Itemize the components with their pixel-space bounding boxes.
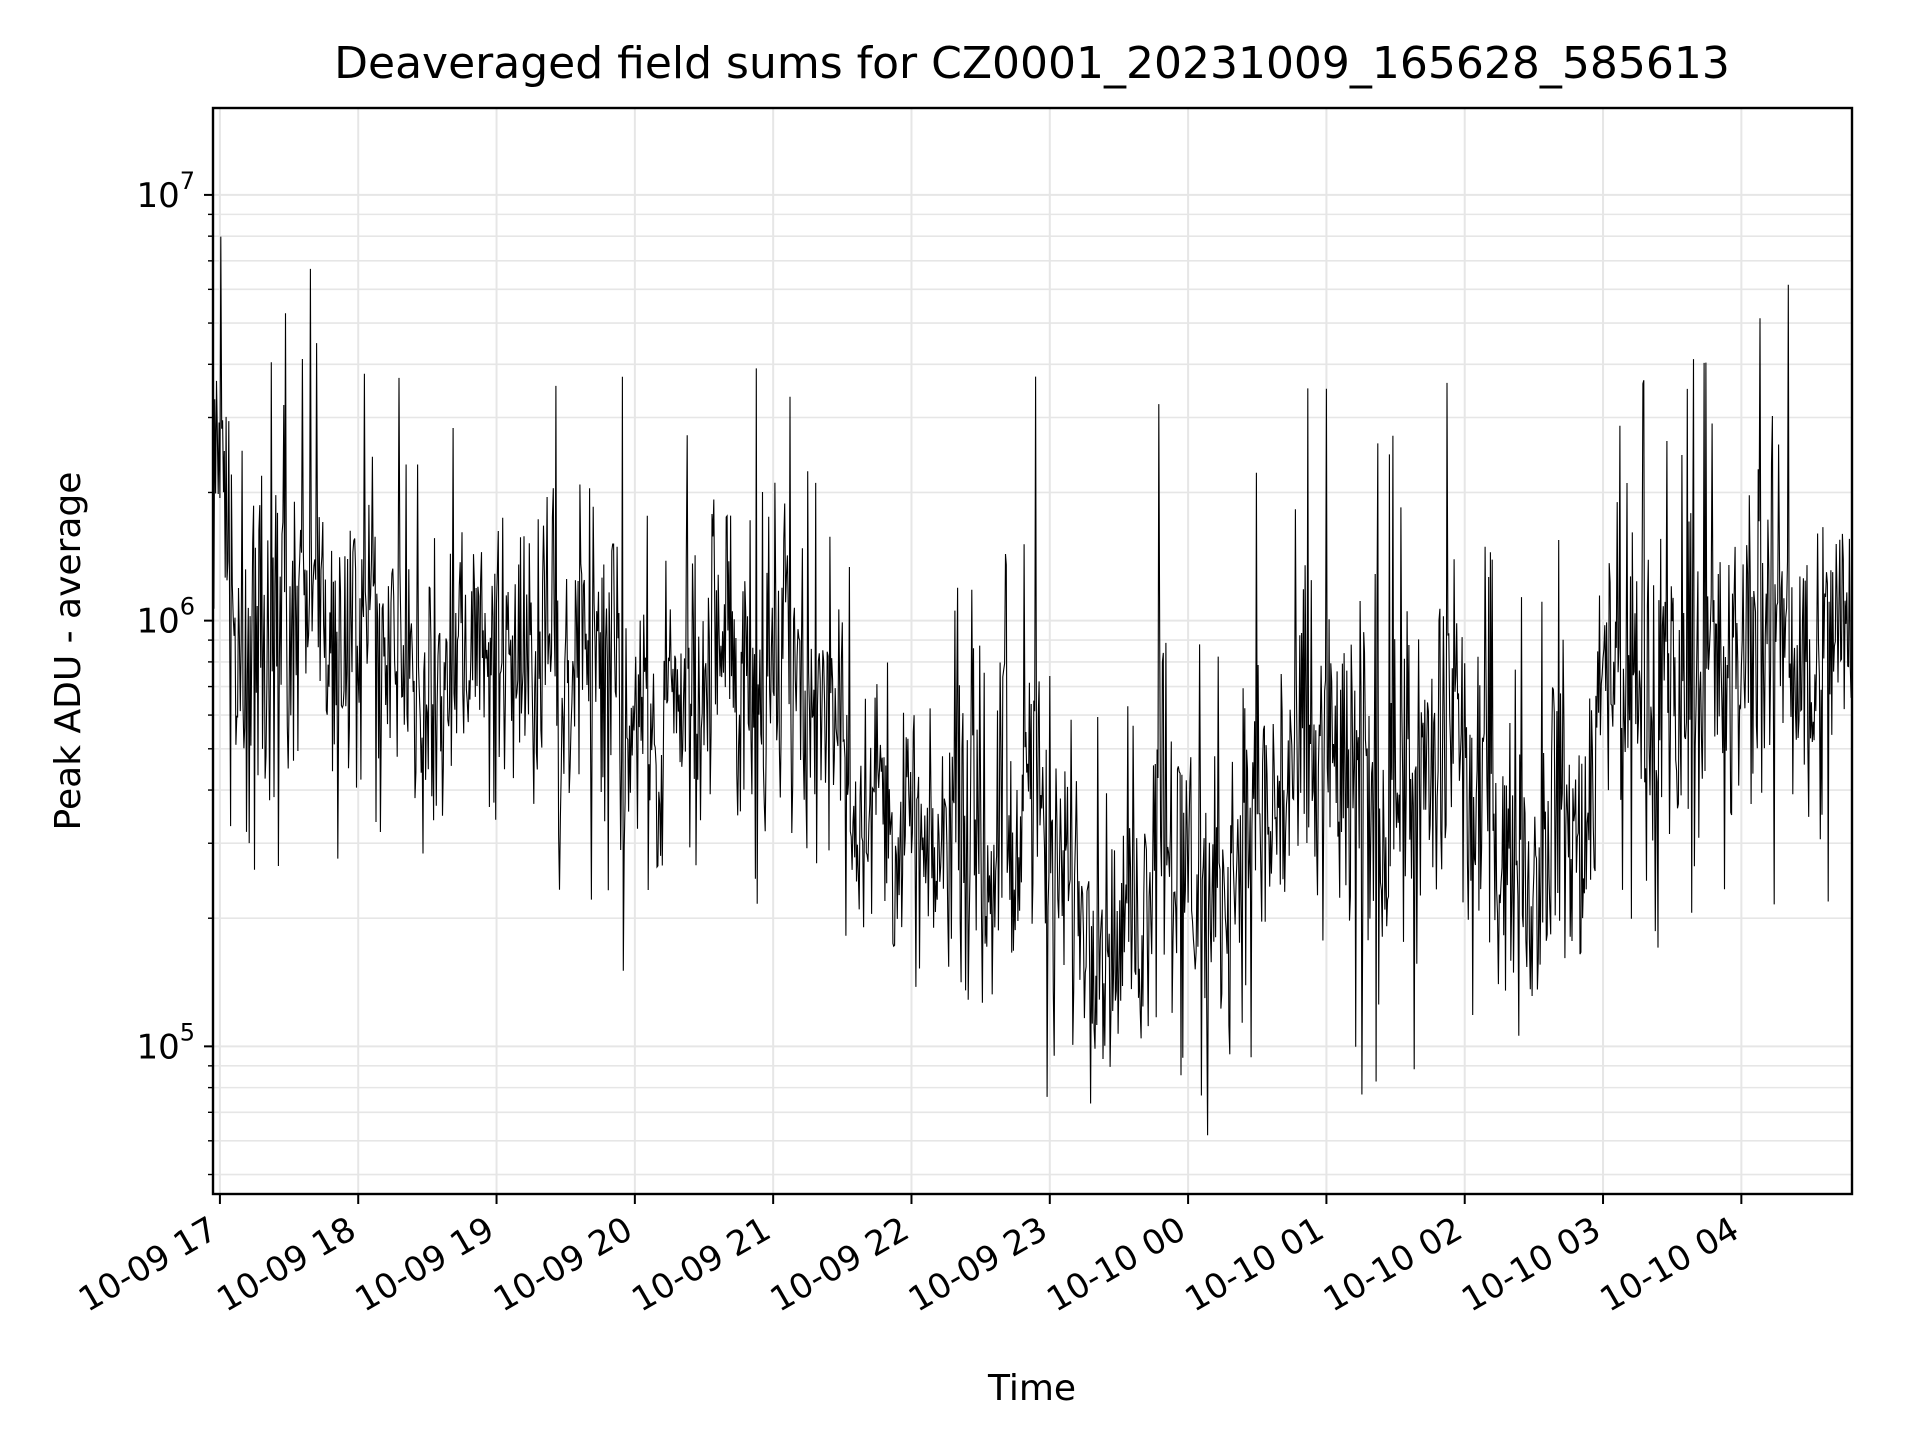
- y-tick-label: 107: [136, 167, 195, 216]
- y-axis-label: Peak ADU - average: [48, 472, 89, 831]
- y-tick-label: 105: [136, 1018, 195, 1067]
- y-tick-label: 106: [136, 593, 195, 642]
- series-line: [212, 236, 1852, 1136]
- axes-frame: [211, 106, 1854, 1196]
- x-axis-label: Time: [987, 1368, 1076, 1409]
- chart-title: Deaveraged field sums for CZ0001_2023100…: [334, 38, 1730, 89]
- plot-area: [212, 236, 1852, 1136]
- gridlines: [213, 108, 1852, 1194]
- y-axis-ticks: 105 106 107: [136, 167, 213, 1176]
